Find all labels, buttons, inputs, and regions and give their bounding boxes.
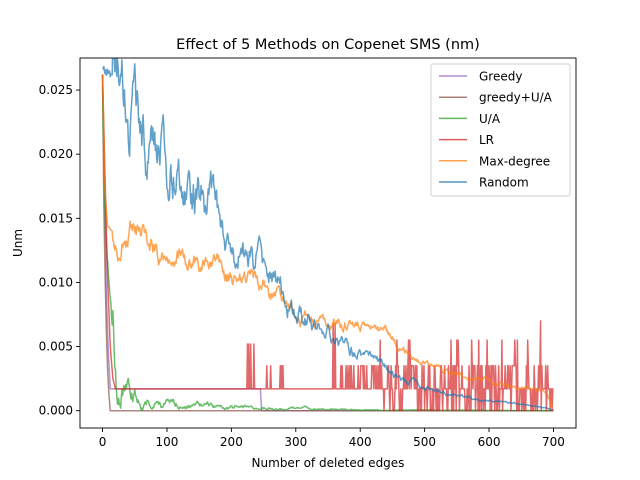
x-tick-label: 700	[542, 435, 565, 449]
y-tick-label: 0.005	[39, 340, 73, 354]
x-tick-label: 400	[349, 435, 372, 449]
legend-label-lr: LR	[479, 133, 494, 147]
series-line-greedy-u-a	[101, 74, 554, 412]
legend-label-greedy-u-a: greedy+U/A	[479, 91, 553, 105]
legend-label-random: Random	[479, 176, 529, 190]
legend: Greedy greedy+U/A U/A LR Max-degree Random	[430, 63, 571, 197]
legend-label-greedy: Greedy	[479, 70, 522, 84]
x-tick-label: 0	[99, 435, 107, 449]
series-line-random	[101, 58, 554, 412]
x-tick-label: 500	[413, 435, 436, 449]
series-line-lr	[101, 74, 554, 412]
y-tick-label: 0.025	[39, 83, 73, 97]
series-layer	[101, 58, 555, 412]
x-ticks: 0 100 200 300 400 500 600 700	[99, 428, 565, 449]
x-axis-label: Number of deleted edges	[252, 456, 405, 470]
legend-label-max-degree: Max-degree	[479, 154, 550, 168]
y-axis-label: Unm	[11, 229, 25, 257]
x-tick-label: 200	[220, 435, 243, 449]
axes-layer	[79, 57, 577, 429]
legend-label-u-a: U/A	[479, 112, 501, 126]
y-tick-label: 0.015	[39, 211, 73, 225]
y-tick-label: 0.020	[39, 147, 73, 161]
x-tick-label: 300	[284, 435, 307, 449]
plot-frame	[79, 57, 577, 429]
x-tick-label: 600	[478, 435, 501, 449]
x-tick-label: 100	[156, 435, 179, 449]
y-tick-label: 0.000	[39, 404, 73, 418]
y-ticks: 0.000 0.005 0.010 0.015 0.020 0.025	[39, 83, 80, 418]
chart-title: Effect of 5 Methods on Copenet SMS (nm)	[176, 37, 480, 53]
y-tick-label: 0.010	[39, 275, 73, 289]
